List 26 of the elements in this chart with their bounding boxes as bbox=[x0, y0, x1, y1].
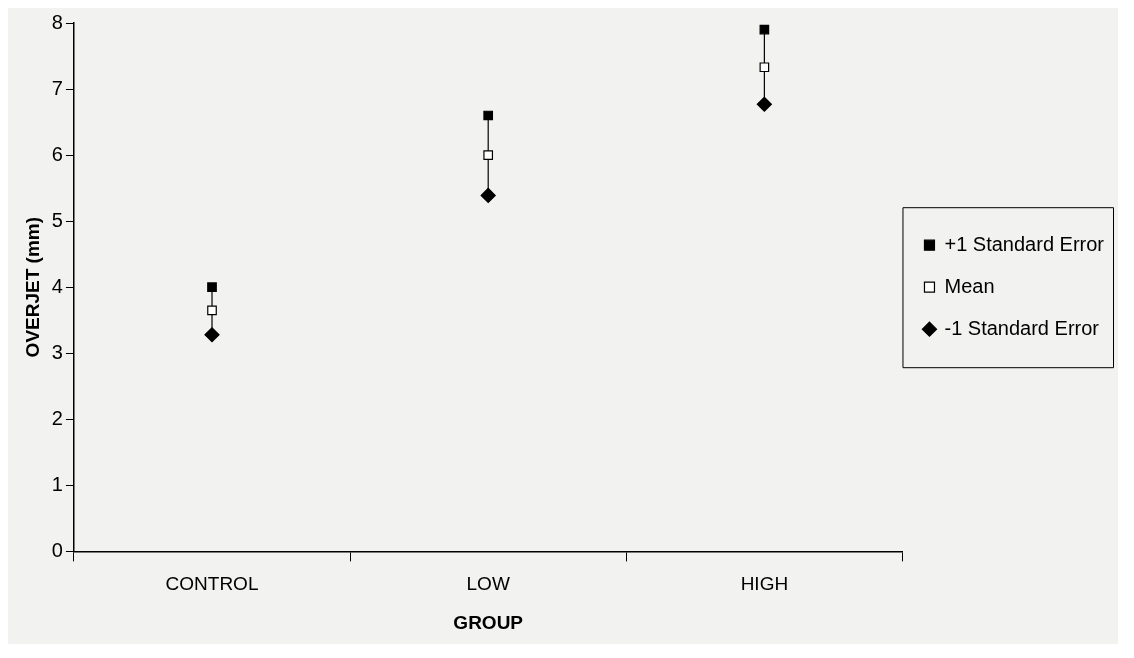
legend-label: -1 Standard Error bbox=[944, 316, 1100, 339]
point bbox=[483, 150, 494, 160]
point bbox=[207, 282, 217, 293]
y-tick-label: 3 bbox=[51, 340, 63, 363]
point bbox=[480, 187, 496, 203]
legend-label: Mean bbox=[944, 274, 995, 297]
y-tick-label: 5 bbox=[51, 208, 63, 231]
x-tick-label: HIGH bbox=[740, 573, 789, 595]
x-tick-label: LOW bbox=[466, 573, 510, 595]
x-tick-label: CONTROL bbox=[165, 573, 259, 595]
point bbox=[756, 96, 772, 112]
y-tick-label: 8 bbox=[51, 10, 63, 33]
y-axis-title: OVERJET (mm) bbox=[21, 216, 43, 358]
y-tick-label: 7 bbox=[51, 76, 63, 99]
legend-label: +1 Standard Error bbox=[944, 232, 1105, 255]
x-axis-title: GROUP bbox=[453, 611, 524, 633]
point bbox=[207, 305, 217, 316]
y-tick-label: 1 bbox=[51, 472, 63, 495]
point bbox=[759, 24, 770, 35]
y-tick-label: 6 bbox=[51, 142, 63, 165]
y-tick-label: 0 bbox=[51, 538, 63, 561]
point bbox=[759, 62, 770, 73]
y-tick-label: 4 bbox=[51, 274, 63, 297]
y-tick-label: 2 bbox=[51, 406, 63, 429]
point bbox=[483, 110, 494, 121]
point bbox=[204, 327, 220, 343]
